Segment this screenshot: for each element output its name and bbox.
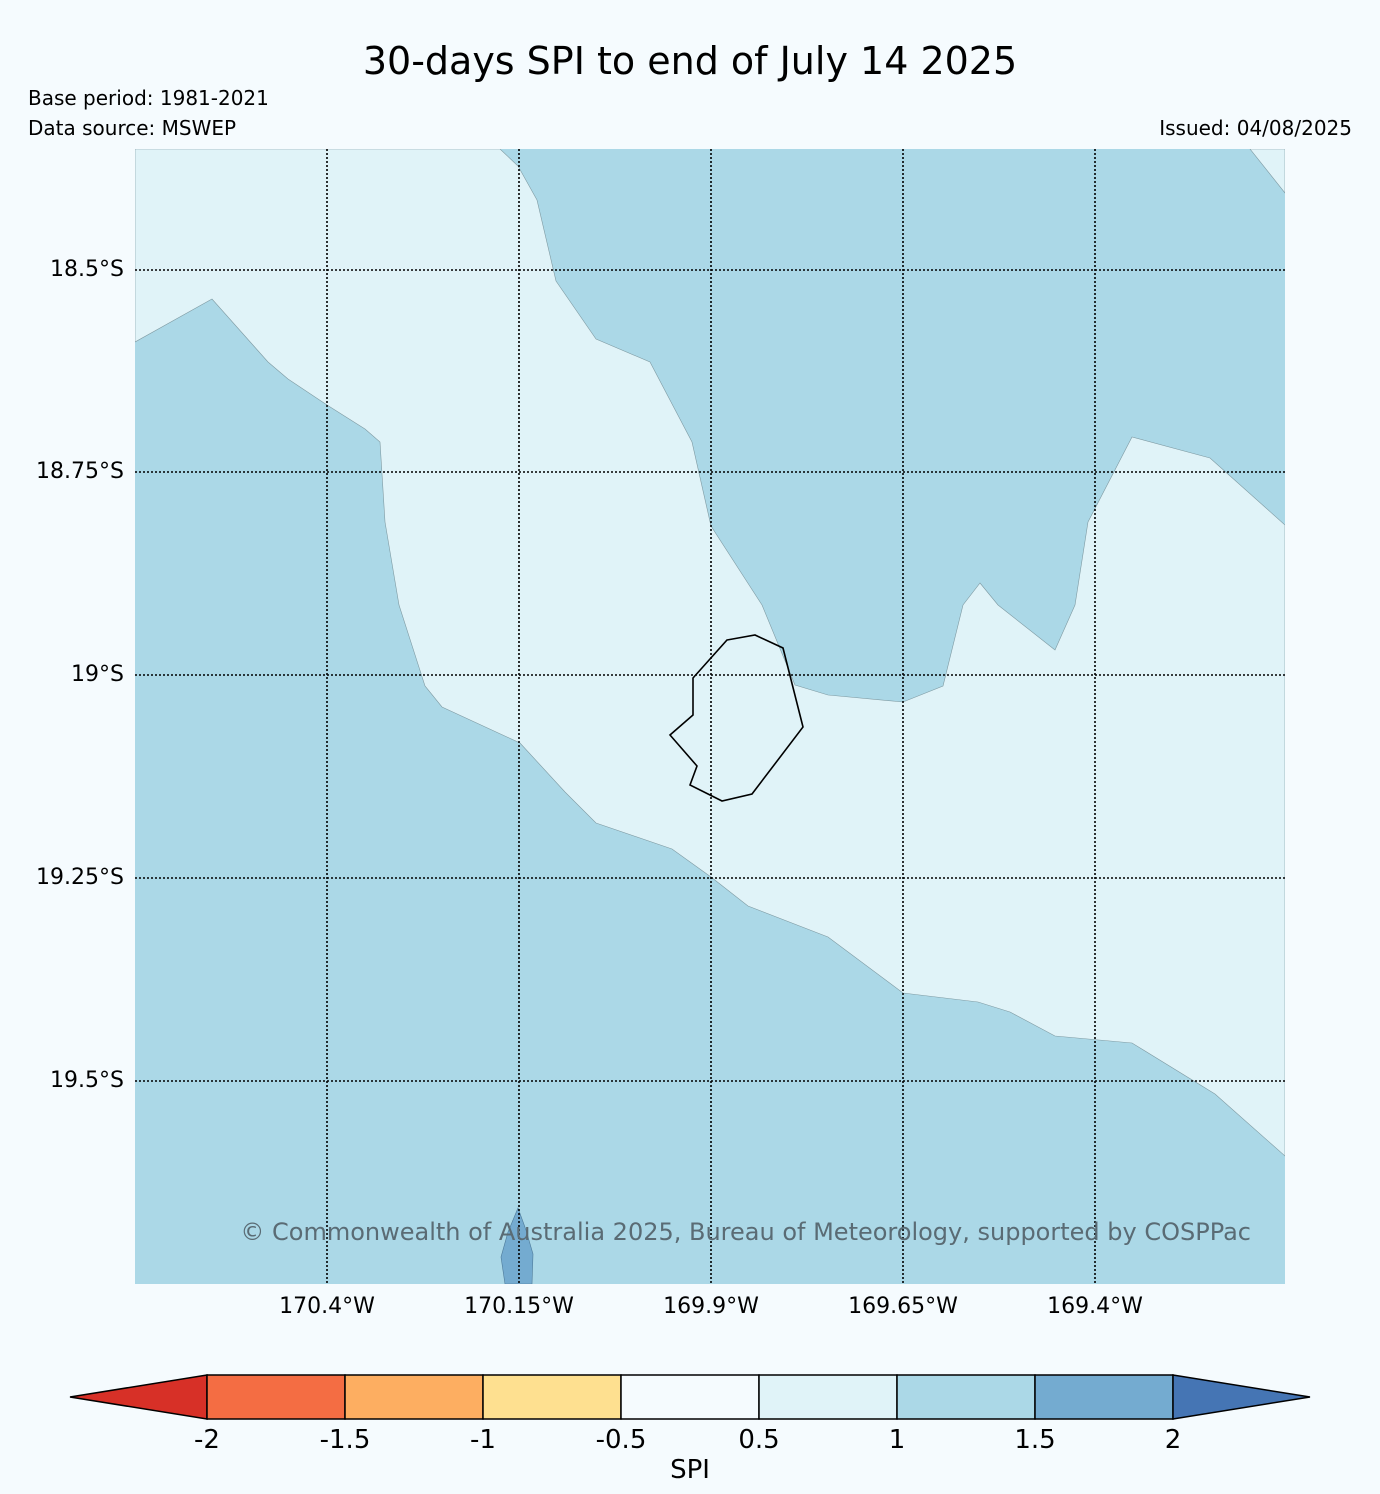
lat-label: 19°S [71,662,124,687]
colorbar-segment-above-2 [1172,1374,1311,1420]
colorbar-tick: 1.5 [1014,1425,1056,1455]
colorbar-segment-1 [896,1374,1036,1420]
colorbar-segment-minus-2 [206,1374,346,1420]
colorbar-label: SPI [670,1455,710,1485]
colorbar-segment-minus-1.5 [344,1374,484,1420]
lon-label: 169.65°W [848,1294,958,1319]
lat-label: 19.5°S [50,1068,124,1093]
colorbar-tick: 1 [888,1425,906,1455]
colorbar-segment-minus-1 [482,1374,622,1420]
spi-region-1.5-2 [500,1207,534,1284]
colorbar [69,1374,1311,1420]
issued-date-text: Issued: 04/08/2025 [1159,116,1352,140]
island-coastline [668,634,804,802]
spi-region-0.5-1-corner [1249,149,1285,194]
lon-label: 170.15°W [464,1294,574,1319]
map-plot-area [135,149,1285,1284]
lon-label: 170.4°W [279,1294,375,1319]
copyright-text: © Commonwealth of Australia 2025, Bureau… [240,1218,1251,1246]
colorbar-segment-1.5 [1034,1374,1174,1420]
lon-label: 169.9°W [663,1294,759,1319]
colorbar-tick: 0.5 [738,1425,780,1455]
colorbar-tick: -1 [470,1425,496,1455]
colorbar-segment-below-minus-2 [69,1374,208,1420]
lat-label: 18.5°S [50,257,124,282]
lat-label: 18.75°S [36,459,124,484]
colorbar-segment-0.5 [758,1374,898,1420]
lat-label: 19.25°S [36,865,124,890]
map-title: 30-days SPI to end of July 14 2025 [362,39,1018,83]
base-period-text: Base period: 1981-2021 [28,86,269,110]
data-source-text: Data source: MSWEP [28,116,237,140]
gridlines [135,149,1285,1284]
lon-label: 169.4°W [1047,1294,1143,1319]
colorbar-tick: -0.5 [595,1425,647,1455]
colorbar-tick: -2 [194,1425,220,1455]
colorbar-segment-minus-0.5 [620,1374,760,1420]
colorbar-tick: 2 [1164,1425,1182,1455]
colorbar-tick: -1.5 [319,1425,371,1455]
